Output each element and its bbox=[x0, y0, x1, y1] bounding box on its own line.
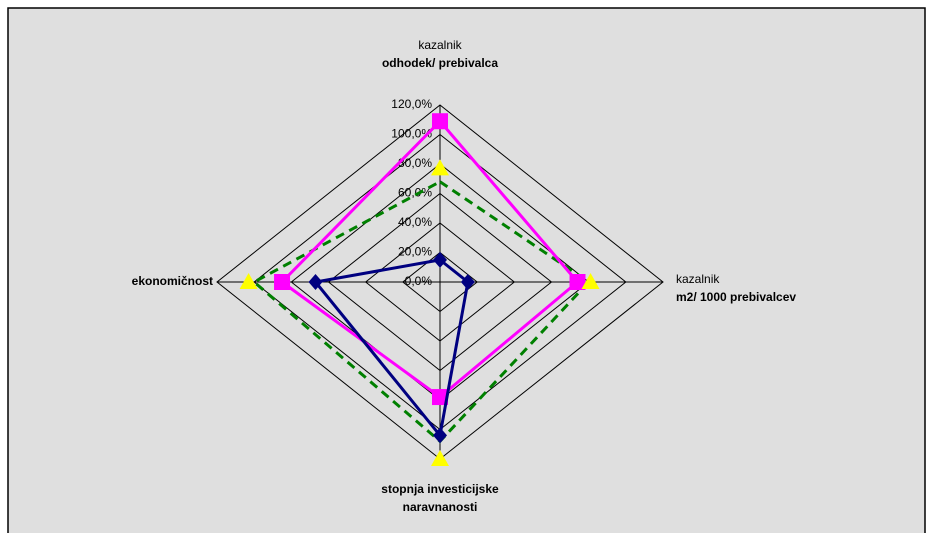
y-tick-label: 80,0% bbox=[398, 156, 432, 170]
marker bbox=[433, 251, 447, 268]
marker bbox=[308, 274, 323, 290]
y-tick-label: 100,0% bbox=[391, 127, 432, 141]
category-label: odhodek/ prebivalca bbox=[382, 56, 498, 70]
y-tick-label: 0,0% bbox=[405, 274, 433, 288]
chart-area bbox=[7, 7, 926, 533]
marker bbox=[431, 450, 449, 466]
marker bbox=[460, 274, 475, 290]
marker bbox=[581, 273, 600, 289]
marker bbox=[433, 427, 447, 444]
marker bbox=[239, 273, 258, 289]
y-tick-label: 60,0% bbox=[398, 186, 432, 200]
marker bbox=[431, 159, 449, 176]
marker bbox=[274, 274, 291, 290]
category-label: m2/ 1000 prebivalcev bbox=[676, 290, 796, 304]
category-label: ekonomičnost bbox=[132, 274, 213, 288]
category-label: kazalnik bbox=[676, 272, 720, 286]
y-tick-label: 40,0% bbox=[398, 215, 432, 229]
category-label: kazalnik bbox=[418, 38, 462, 52]
marker bbox=[432, 113, 448, 130]
marker bbox=[569, 274, 586, 290]
category-label: naravnanosti bbox=[403, 500, 478, 514]
marker bbox=[432, 389, 448, 406]
category-label: stopnja investicijske bbox=[381, 482, 499, 496]
y-tick-label: 20,0% bbox=[398, 245, 432, 259]
y-tick-label: 120,0% bbox=[391, 97, 432, 111]
